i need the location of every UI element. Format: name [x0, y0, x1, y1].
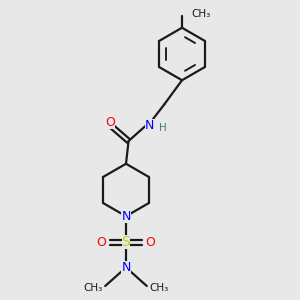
Text: N: N — [121, 261, 131, 274]
Text: N: N — [121, 210, 131, 223]
Text: S: S — [122, 236, 130, 250]
Text: H: H — [159, 123, 167, 133]
Text: CH₃: CH₃ — [191, 9, 210, 19]
Text: N: N — [145, 118, 154, 131]
Text: O: O — [146, 236, 155, 249]
Text: CH₃: CH₃ — [83, 283, 103, 293]
Text: O: O — [105, 116, 115, 129]
Text: O: O — [97, 236, 106, 249]
Text: CH₃: CH₃ — [149, 283, 169, 293]
